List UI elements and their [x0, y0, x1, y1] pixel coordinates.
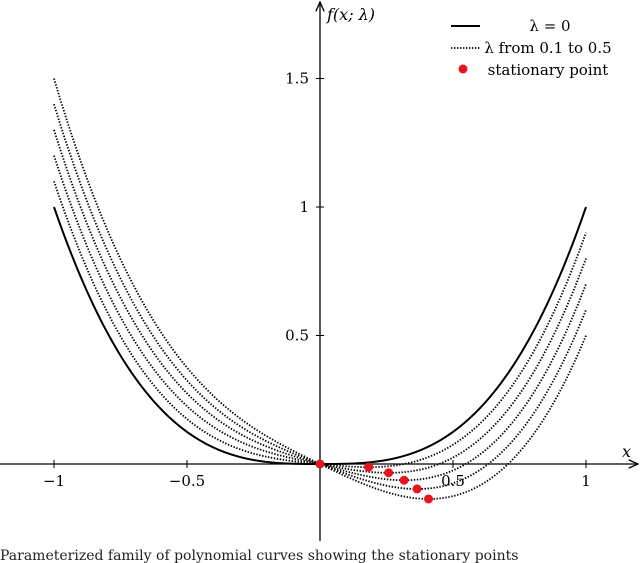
x-tick-label: −0.5	[169, 472, 205, 490]
stationary-point-marker	[424, 494, 434, 504]
curve-series-4	[53, 103, 587, 490]
y-tick-label: 1	[299, 198, 309, 216]
x-tick-label: 1	[581, 472, 591, 490]
axis-ticks: −1 −0.5 0.5 1 0.5 1 1.5	[43, 70, 591, 491]
stationary-point-marker	[315, 459, 325, 469]
x-tick-label: −1	[43, 472, 65, 490]
curve-series-2	[53, 155, 587, 474]
stationary-point-marker	[399, 475, 409, 485]
y-axis-label: f(x; λ)	[326, 5, 375, 24]
x-axis-label: x	[622, 442, 631, 461]
legend: λ = 0 λ from 0.1 to 0.5 stationary point	[451, 17, 612, 79]
plot-area: −1 −0.5 0.5 1 0.5 1 1.5 x f(x; λ) λ = 0 λ from…	[0, 0, 640, 541]
legend-label-lambda-zero: λ = 0	[529, 17, 570, 35]
legend-label-stationary-point: stationary point	[488, 61, 609, 79]
y-tick-label: 0.5	[285, 327, 309, 345]
y-tick-label: 1.5	[285, 70, 309, 88]
x-tick-label: 0.5	[441, 472, 465, 490]
stationary-points	[315, 459, 434, 504]
stationary-point-marker	[384, 468, 394, 478]
stationary-point-marker	[412, 484, 422, 494]
figure-caption: Parameterized family of polynomial curve…	[0, 548, 519, 563]
legend-stationary-marker	[458, 64, 468, 74]
legend-label-lambda-range: λ from 0.1 to 0.5	[484, 39, 611, 57]
stationary-point-marker	[364, 462, 374, 472]
curve-series-1	[53, 181, 587, 469]
